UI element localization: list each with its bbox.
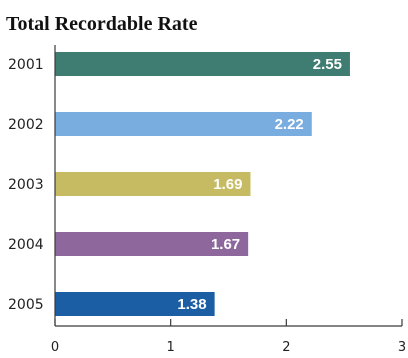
bar-2003	[55, 172, 251, 196]
category-label-2004: 2004	[8, 237, 44, 253]
category-label-2002: 2002	[8, 117, 44, 133]
bars-layer: 2001 2.55 2002 2.22 2003 1.69 2004 1.67 2005 1.38	[8, 52, 350, 316]
x-axis-ticks: 0 1 2 3	[51, 319, 406, 355]
value-label-2005: 1.38	[177, 296, 206, 313]
category-label-2001: 2001	[8, 57, 44, 73]
value-label-2001: 2.55	[313, 56, 342, 73]
category-label-2005: 2005	[8, 297, 44, 313]
x-tick-label-2: 2	[282, 340, 290, 355]
x-tick-label-0: 0	[51, 340, 59, 355]
chart-title: Total Recordable Rate	[6, 13, 198, 35]
value-label-2004: 1.67	[211, 236, 240, 253]
x-tick-label-3: 3	[398, 340, 406, 355]
category-label-2003: 2003	[8, 177, 44, 193]
bar-2005	[55, 292, 215, 316]
bar-2001	[55, 52, 350, 76]
value-label-2002: 2.22	[275, 116, 304, 133]
x-tick-label-1: 1	[167, 340, 175, 355]
bar-2004	[55, 232, 249, 256]
bar-2002	[55, 112, 312, 136]
value-label-2003: 1.69	[213, 176, 242, 193]
